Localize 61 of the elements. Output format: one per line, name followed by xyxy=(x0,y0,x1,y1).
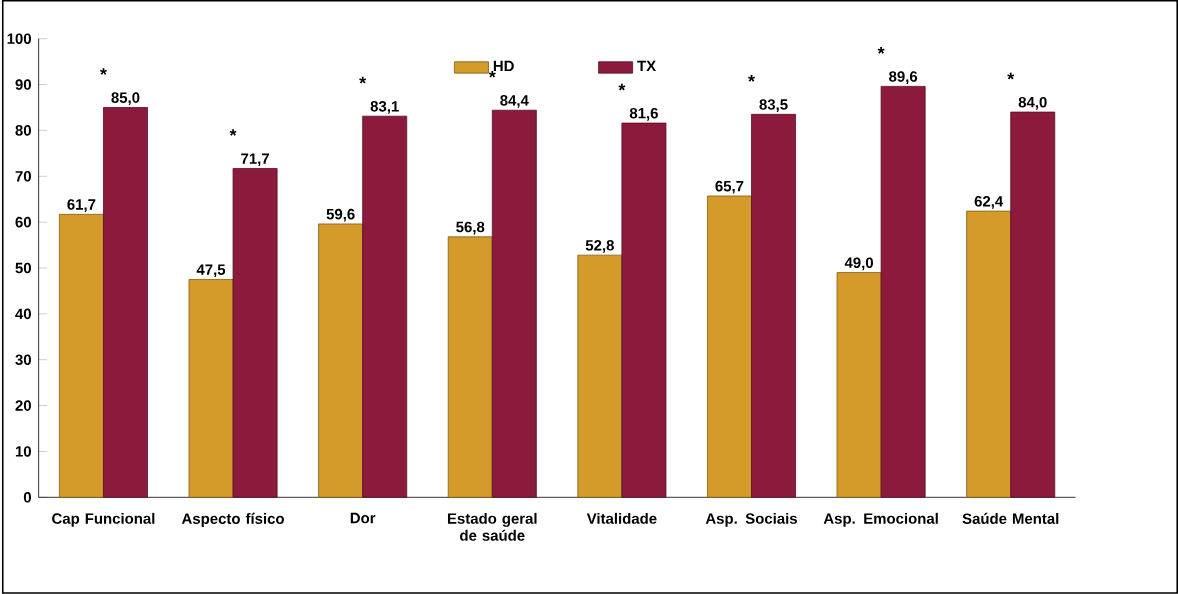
data-label: 81,6 xyxy=(629,108,658,121)
annotation: * xyxy=(229,129,237,136)
annotation: * xyxy=(748,75,755,82)
legend-label: HD xyxy=(493,60,514,72)
x-tick-label: Aspecto físico xyxy=(181,512,284,528)
x-tick-label: Dor xyxy=(350,512,376,524)
y-tick-label: 50 xyxy=(15,262,31,274)
y-tick-label: 20 xyxy=(15,400,31,411)
bar xyxy=(318,223,364,498)
x-tick-label: Saúde Mental xyxy=(962,512,1059,525)
data-label: 52,8 xyxy=(585,240,614,253)
y-tick-label: 70 xyxy=(15,171,31,182)
x-tick-label: Cap Funcional xyxy=(52,512,155,527)
bar xyxy=(966,210,1012,498)
bar xyxy=(1010,111,1056,498)
data-label: 84,0 xyxy=(1018,97,1047,110)
x-tick-label: Vitalidade xyxy=(586,512,657,524)
data-label: 85,0 xyxy=(111,92,140,106)
x-tick-label: Asp. Emocional xyxy=(823,512,938,527)
data-label: 89,6 xyxy=(889,71,918,85)
bar xyxy=(621,122,667,498)
y-tick-label: 100 xyxy=(7,33,31,45)
y-tick-label: 40 xyxy=(15,308,31,320)
data-label: 65,7 xyxy=(715,180,744,194)
annotation: * xyxy=(618,83,626,91)
bar xyxy=(880,86,926,498)
x-tick-label: Asp. Sociais xyxy=(705,512,797,527)
annotation: * xyxy=(1007,72,1015,80)
bar xyxy=(447,236,493,498)
bar xyxy=(58,214,104,498)
y-tick-label: 30 xyxy=(15,354,31,366)
data-label: 59,6 xyxy=(326,208,355,222)
y-tick-label: 80 xyxy=(15,125,31,136)
y-tick-label: 10 xyxy=(15,446,31,457)
data-label: 71,7 xyxy=(241,153,269,167)
bar xyxy=(103,107,148,498)
annotation: * xyxy=(100,68,107,75)
bar xyxy=(836,272,882,498)
bar xyxy=(707,195,752,498)
data-label: 83,5 xyxy=(759,99,788,113)
data-label: 56,8 xyxy=(456,221,485,235)
data-label: 61,7 xyxy=(67,199,96,213)
bar xyxy=(362,115,408,498)
data-label: 84,4 xyxy=(500,95,529,108)
data-label: 49,0 xyxy=(844,257,873,271)
data-label: 83,1 xyxy=(370,101,399,114)
x-tick-label: Estado geral de saúde xyxy=(447,512,537,541)
legend-label: TX xyxy=(637,60,657,72)
y-tick-label: 90 xyxy=(15,79,31,90)
bar xyxy=(232,168,278,498)
bar xyxy=(491,109,537,498)
y-tick-label: 60 xyxy=(15,216,31,228)
data-label: 47,5 xyxy=(196,264,226,278)
data-label: 62,4 xyxy=(974,196,1004,209)
bar xyxy=(188,279,234,498)
bar xyxy=(577,254,623,498)
annotation: * xyxy=(877,47,885,54)
y-tick-label: 0 xyxy=(23,492,31,503)
bar xyxy=(751,114,796,498)
annotation: * xyxy=(359,76,367,84)
annotation: * xyxy=(488,70,496,78)
